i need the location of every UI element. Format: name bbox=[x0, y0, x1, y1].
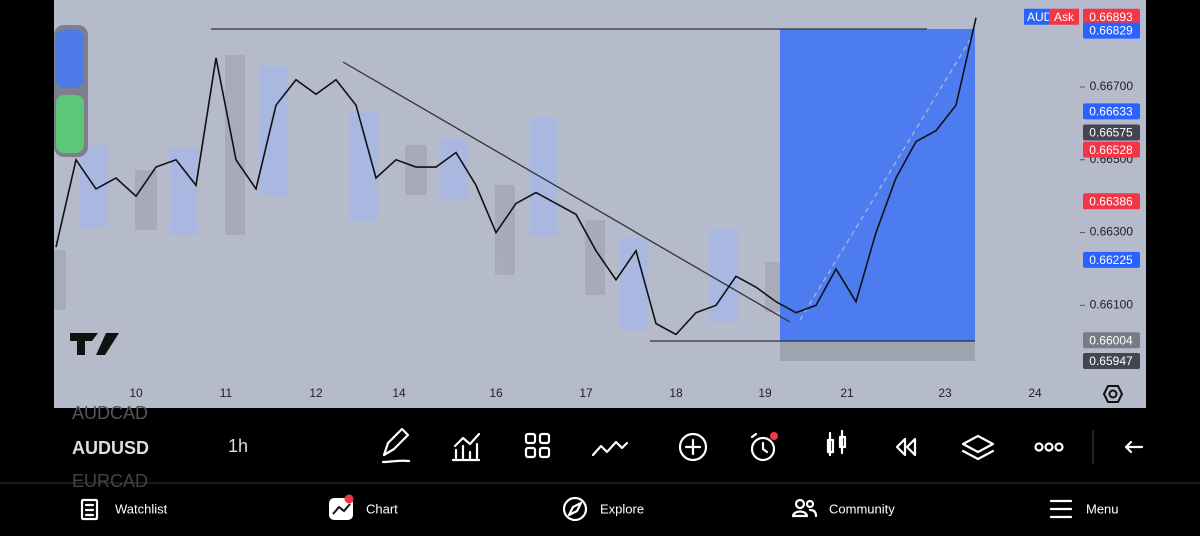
candles-icon[interactable] bbox=[826, 429, 847, 457]
compare-icon[interactable] bbox=[591, 440, 629, 457]
price-tag-label: 0.66829 bbox=[1089, 24, 1133, 38]
more-icon[interactable] bbox=[1034, 442, 1064, 452]
draw-icon[interactable] bbox=[381, 427, 411, 464]
price-tag bbox=[1083, 22, 1140, 39]
plot bbox=[55, 17, 977, 336]
alert-icon[interactable] bbox=[750, 432, 776, 462]
price-tag bbox=[1083, 8, 1140, 25]
nav-icons bbox=[80, 494, 1073, 522]
add-icon[interactable] bbox=[678, 432, 708, 462]
nav-label[interactable]: Watchlist bbox=[115, 501, 168, 516]
timeframe[interactable]: 1h bbox=[228, 436, 248, 456]
x-tick-label: 17 bbox=[579, 386, 593, 400]
price-tag bbox=[1083, 124, 1140, 141]
x-tick-label: 14 bbox=[392, 386, 406, 400]
replay-icon[interactable] bbox=[895, 437, 917, 457]
toolbar-icons bbox=[381, 427, 1144, 464]
symbol-previous[interactable]: AUDCAD bbox=[72, 403, 148, 423]
x-tick-label: 11 bbox=[220, 386, 233, 400]
price-tag-label: 0.66386 bbox=[1089, 194, 1133, 208]
tool-button[interactable] bbox=[56, 95, 84, 153]
logo bbox=[70, 333, 119, 355]
x-tick-label: 23 bbox=[938, 386, 952, 400]
x-tick-label: 19 bbox=[758, 386, 772, 400]
stop-zone bbox=[780, 341, 975, 361]
x-tick-label: 21 bbox=[840, 386, 854, 400]
y-tick-label: 0.66300 bbox=[1090, 225, 1134, 239]
community-icon[interactable] bbox=[791, 498, 818, 518]
layers-icon[interactable] bbox=[961, 434, 995, 461]
watchlist-icon[interactable] bbox=[80, 498, 99, 521]
price-tag bbox=[1083, 193, 1140, 210]
alert-dot bbox=[770, 432, 778, 440]
projection bbox=[799, 39, 971, 321]
symbol-current[interactable]: AUDUSD bbox=[72, 438, 149, 458]
nav-label[interactable]: Community bbox=[829, 501, 895, 516]
price-tag bbox=[1083, 251, 1140, 268]
settings-icon[interactable] bbox=[1102, 385, 1124, 403]
price-tag bbox=[1083, 103, 1140, 120]
price-tag bbox=[1083, 353, 1140, 370]
x-tick-label: 10 bbox=[129, 386, 143, 400]
indicators-icon[interactable] bbox=[451, 432, 481, 462]
back-icon[interactable] bbox=[1124, 440, 1144, 454]
price-tag bbox=[1083, 332, 1140, 349]
price-tag-label: 0.66575 bbox=[1089, 126, 1133, 140]
templates-icon[interactable] bbox=[524, 432, 551, 459]
trend-line bbox=[342, 61, 791, 323]
price-tag bbox=[1083, 141, 1140, 158]
chart-background bbox=[54, 0, 1146, 408]
symbol-next[interactable]: EURCAD bbox=[72, 471, 148, 491]
y-tick-label: 0.66700 bbox=[1090, 79, 1134, 93]
price-line bbox=[55, 17, 977, 336]
x-tick-label: 16 bbox=[489, 386, 503, 400]
price-tag-label: 0.66004 bbox=[1089, 333, 1133, 347]
price-tag-label: 0.66528 bbox=[1089, 143, 1133, 157]
tool-button[interactable] bbox=[56, 30, 84, 88]
target-zone bbox=[780, 29, 975, 341]
price-tag-label: 0.66893 bbox=[1089, 10, 1133, 24]
nav-label[interactable]: Chart bbox=[366, 501, 398, 516]
x-tick-label: 24 bbox=[1028, 386, 1042, 400]
zones-gray bbox=[54, 55, 783, 312]
price-tag-label: 0.65947 bbox=[1089, 354, 1133, 368]
x-tick-label: 12 bbox=[309, 386, 323, 400]
y-tick-label: 0.66100 bbox=[1090, 298, 1134, 312]
chart-dot bbox=[344, 494, 354, 504]
price-tag-label: 0.66225 bbox=[1089, 253, 1133, 267]
symbol-tag-label: AUD bbox=[1027, 10, 1053, 24]
menu-icon[interactable] bbox=[1049, 499, 1073, 519]
price-tag-label: 0.66633 bbox=[1089, 105, 1133, 119]
ask-label: Ask bbox=[1054, 10, 1075, 24]
nav-label[interactable]: Menu bbox=[1086, 501, 1119, 516]
chart-icon-line bbox=[332, 503, 351, 515]
symbol-tag bbox=[1024, 8, 1049, 25]
explore-icon[interactable] bbox=[562, 496, 588, 522]
ask-tag bbox=[1049, 8, 1079, 25]
nav-label[interactable]: Explore bbox=[600, 501, 644, 516]
x-tick-label: 18 bbox=[669, 386, 683, 400]
